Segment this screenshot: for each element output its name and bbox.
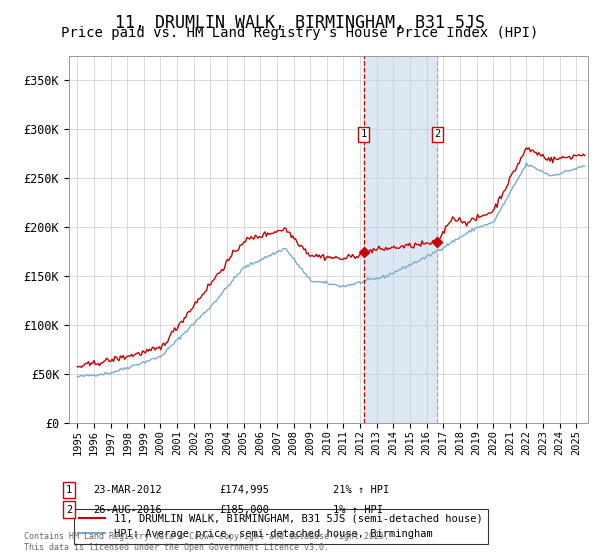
Text: 26-AUG-2016: 26-AUG-2016: [93, 505, 162, 515]
Text: Price paid vs. HM Land Registry's House Price Index (HPI): Price paid vs. HM Land Registry's House …: [61, 26, 539, 40]
Text: 2: 2: [434, 129, 440, 139]
Legend: 11, DRUMLIN WALK, BIRMINGHAM, B31 5JS (semi-detached house), HPI: Average price,: 11, DRUMLIN WALK, BIRMINGHAM, B31 5JS (s…: [74, 508, 488, 544]
Text: 11, DRUMLIN WALK, BIRMINGHAM, B31 5JS: 11, DRUMLIN WALK, BIRMINGHAM, B31 5JS: [115, 14, 485, 32]
Text: 1: 1: [361, 129, 367, 139]
Text: 23-MAR-2012: 23-MAR-2012: [93, 485, 162, 495]
Text: £174,995: £174,995: [219, 485, 269, 495]
Text: Contains HM Land Registry data © Crown copyright and database right 2025.
This d: Contains HM Land Registry data © Crown c…: [24, 532, 389, 552]
Bar: [364, 56, 437, 423]
Text: 1% ↑ HPI: 1% ↑ HPI: [333, 505, 383, 515]
Text: £185,000: £185,000: [219, 505, 269, 515]
Text: 21% ↑ HPI: 21% ↑ HPI: [333, 485, 389, 495]
Text: 1: 1: [66, 485, 72, 495]
Text: 2: 2: [66, 505, 72, 515]
